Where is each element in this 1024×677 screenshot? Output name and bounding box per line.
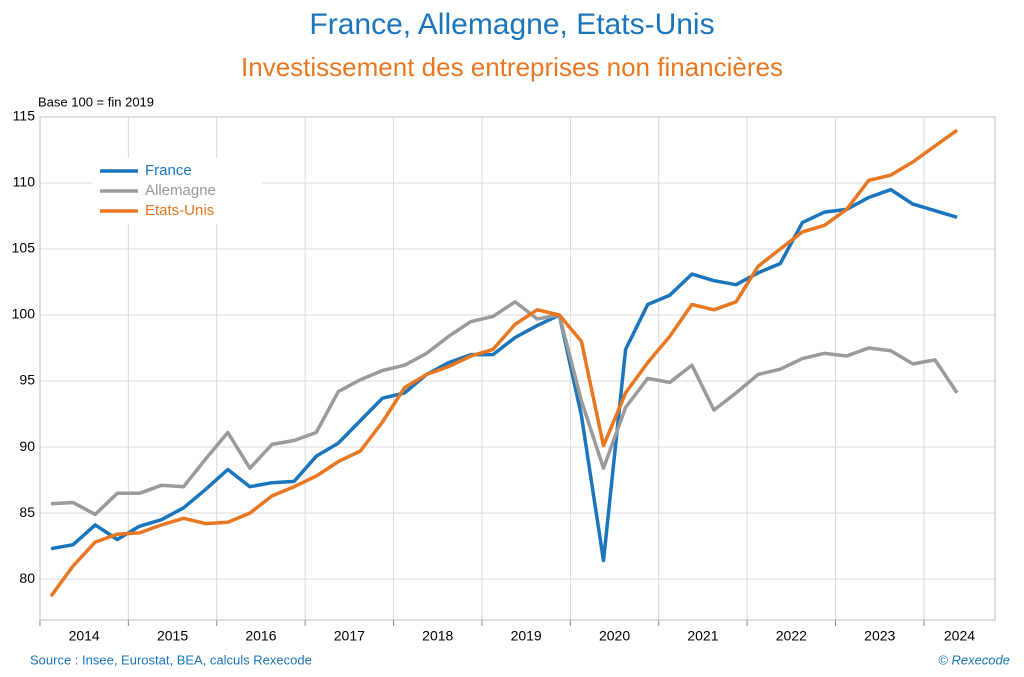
legend: France Allemagne Etats-Unis: [92, 158, 262, 224]
plot-frame: [39, 116, 996, 621]
legend-label: France: [145, 162, 192, 179]
series-line: [50, 300, 959, 517]
x-tick-label: 2022: [776, 628, 807, 644]
x-tick-label: 2014: [69, 628, 100, 644]
y-tick-label: 100: [12, 306, 36, 322]
x-tick-label: 2017: [334, 628, 365, 644]
x-tick-label: 2019: [511, 628, 542, 644]
x-tick-label: 2018: [422, 628, 453, 644]
x-tick-label: 2024: [944, 628, 975, 644]
source: Source : Insee, Eurostat, BEA, calculs R…: [30, 652, 312, 667]
y-tick-label: 80: [19, 570, 35, 586]
series-line: [49, 128, 959, 598]
y-axis-label: Base 100 = fin 2019: [38, 94, 154, 109]
x-tick-label: 2021: [687, 628, 718, 644]
chart-title: France, Allemagne, Etats-Unis: [309, 8, 714, 41]
x-tick-label: 2015: [157, 628, 188, 644]
chart-subtitle: Investissement des entreprises non finan…: [241, 52, 783, 82]
y-tick-label: 95: [19, 372, 35, 388]
legend-label: Allemagne: [145, 182, 216, 199]
y-tick-label: 85: [19, 504, 35, 520]
y-tick-label: 90: [19, 438, 35, 454]
x-tick-label: 2016: [245, 628, 276, 644]
y-tick-label: 110: [13, 174, 36, 190]
legend-label: Etats-Unis: [145, 202, 214, 219]
y-tick-label: 115: [13, 108, 36, 124]
series-line: [50, 187, 958, 563]
y-tick-label: 105: [12, 240, 36, 256]
credit: © Rexecode: [938, 652, 1010, 667]
x-tick-label: 2020: [599, 628, 630, 644]
x-tick-label: 2023: [864, 628, 895, 644]
